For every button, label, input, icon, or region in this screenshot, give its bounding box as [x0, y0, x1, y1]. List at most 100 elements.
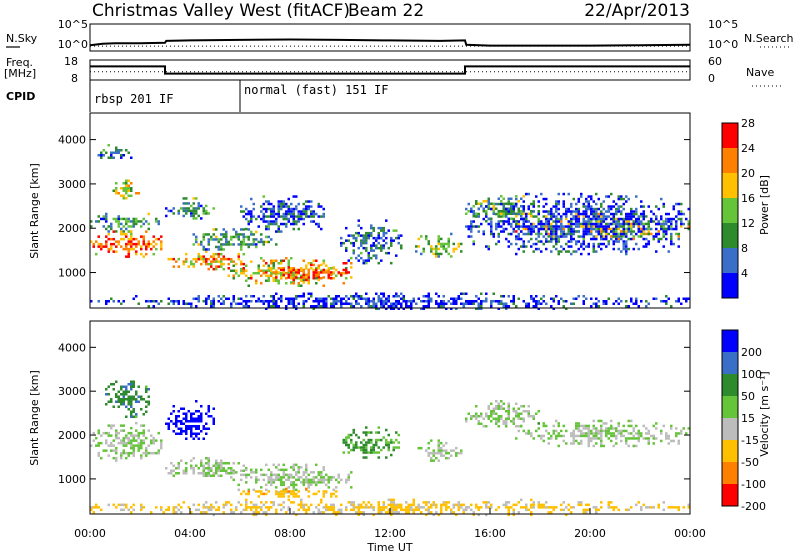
heatmap-cell — [612, 212, 615, 216]
colorbar-segment — [722, 198, 738, 223]
heatmap-cell — [210, 467, 213, 470]
heatmap-cell — [387, 508, 390, 512]
heatmap-cell — [470, 222, 473, 226]
heatmap-cell — [372, 297, 375, 300]
heatmap-cell — [547, 240, 550, 243]
heatmap-cell — [202, 238, 205, 241]
heatmap-cell — [187, 420, 190, 423]
velocity-colorbar-label: Velocity [m s⁻¹] — [758, 371, 771, 456]
heatmap-cell — [595, 215, 598, 218]
heatmap-cell — [437, 451, 440, 455]
heatmap-cell — [137, 242, 140, 246]
heatmap-cell — [680, 222, 683, 226]
heatmap-cell — [537, 503, 540, 507]
heatmap-cell — [315, 277, 318, 280]
heatmap-cell — [190, 305, 193, 308]
heatmap-cell — [130, 451, 133, 455]
heatmap-cell — [585, 200, 588, 203]
heatmap-cell — [270, 222, 273, 226]
heatmap-cell — [485, 501, 488, 504]
heatmap-cell — [292, 274, 295, 277]
heatmap-cell — [380, 244, 383, 247]
heatmap-cell — [485, 425, 488, 428]
heatmap-cell — [202, 260, 205, 263]
heatmap-cell — [167, 417, 170, 420]
heatmap-cell — [350, 302, 353, 305]
heatmap-cell — [602, 217, 605, 221]
heatmap-cell — [507, 511, 510, 514]
heatmap-cell — [245, 212, 248, 216]
heatmap-cell — [322, 215, 325, 218]
heatmap-cell — [100, 242, 103, 246]
heatmap-cell — [205, 233, 208, 236]
heatmap-cell — [307, 207, 310, 211]
heatmap-cell — [640, 432, 643, 435]
heatmap-cell — [527, 432, 530, 435]
heatmap-cell — [217, 295, 220, 298]
heatmap-cell — [332, 488, 335, 492]
heatmap-cell — [245, 279, 248, 282]
heatmap-cell — [540, 192, 543, 196]
heatmap-cell — [375, 292, 378, 295]
heatmap-cell — [630, 212, 633, 216]
heatmap-cell — [540, 225, 543, 228]
heatmap-cell — [622, 197, 625, 201]
heatmap-cell — [532, 506, 535, 509]
heatmap-cell — [400, 302, 403, 305]
heatmap-cell — [572, 217, 575, 221]
heatmap-cell — [257, 267, 260, 270]
heatmap-cell — [617, 220, 620, 223]
heatmap-cell — [617, 237, 620, 241]
heatmap-cell — [537, 205, 540, 208]
heatmap-cell — [265, 220, 268, 223]
heatmap-cell — [375, 236, 378, 240]
heatmap-cell — [475, 307, 478, 310]
heatmap-cell — [295, 473, 298, 477]
heatmap-cell — [322, 268, 325, 272]
heatmap-cell — [135, 242, 138, 246]
heatmap-cell — [552, 508, 555, 512]
heatmap-cell — [255, 506, 258, 509]
heatmap-cell — [255, 468, 258, 472]
heatmap-cell — [437, 441, 440, 445]
heatmap-cell — [235, 262, 238, 266]
heatmap-cell — [495, 417, 498, 420]
heatmap-cell — [267, 207, 270, 211]
heatmap-cell — [197, 207, 200, 210]
heatmap-cell — [622, 429, 625, 433]
heatmap-cell — [642, 245, 645, 248]
heatmap-cell — [360, 441, 363, 444]
heatmap-cell — [500, 415, 503, 418]
heatmap-cell — [257, 511, 260, 514]
heatmap-cell — [112, 237, 115, 241]
heatmap-cell — [112, 503, 115, 507]
noise-panel-frame — [89, 23, 691, 52]
heatmap-cell — [315, 282, 318, 285]
heatmap-cell — [377, 307, 380, 310]
heatmap-cell — [275, 212, 278, 216]
heatmap-cell — [217, 467, 220, 470]
heatmap-cell — [125, 405, 128, 408]
heatmap-cell — [590, 205, 593, 208]
heatmap-cell — [657, 207, 660, 211]
heatmap-cell — [315, 476, 318, 479]
heatmap-cell — [307, 281, 310, 284]
heatmap-cell — [290, 215, 293, 218]
heatmap-cell — [532, 300, 535, 303]
heatmap-cell — [542, 434, 545, 438]
heatmap-cell — [282, 202, 285, 206]
heatmap-cell — [320, 271, 323, 274]
heatmap-cell — [555, 247, 558, 251]
heatmap-cell — [610, 237, 613, 241]
heatmap-cell — [227, 501, 230, 504]
heatmap-cell — [502, 295, 505, 298]
heatmap-cell — [292, 267, 295, 270]
cpid-panel: CPID rbsp 201 IF normal (fast) 151 IF — [6, 80, 389, 112]
heatmap-cell — [522, 227, 525, 231]
heatmap-cell — [367, 302, 370, 305]
heatmap-cell — [250, 230, 253, 234]
heatmap-cell — [475, 503, 478, 507]
heatmap-cell — [227, 297, 230, 300]
heatmap-cell — [145, 220, 148, 223]
